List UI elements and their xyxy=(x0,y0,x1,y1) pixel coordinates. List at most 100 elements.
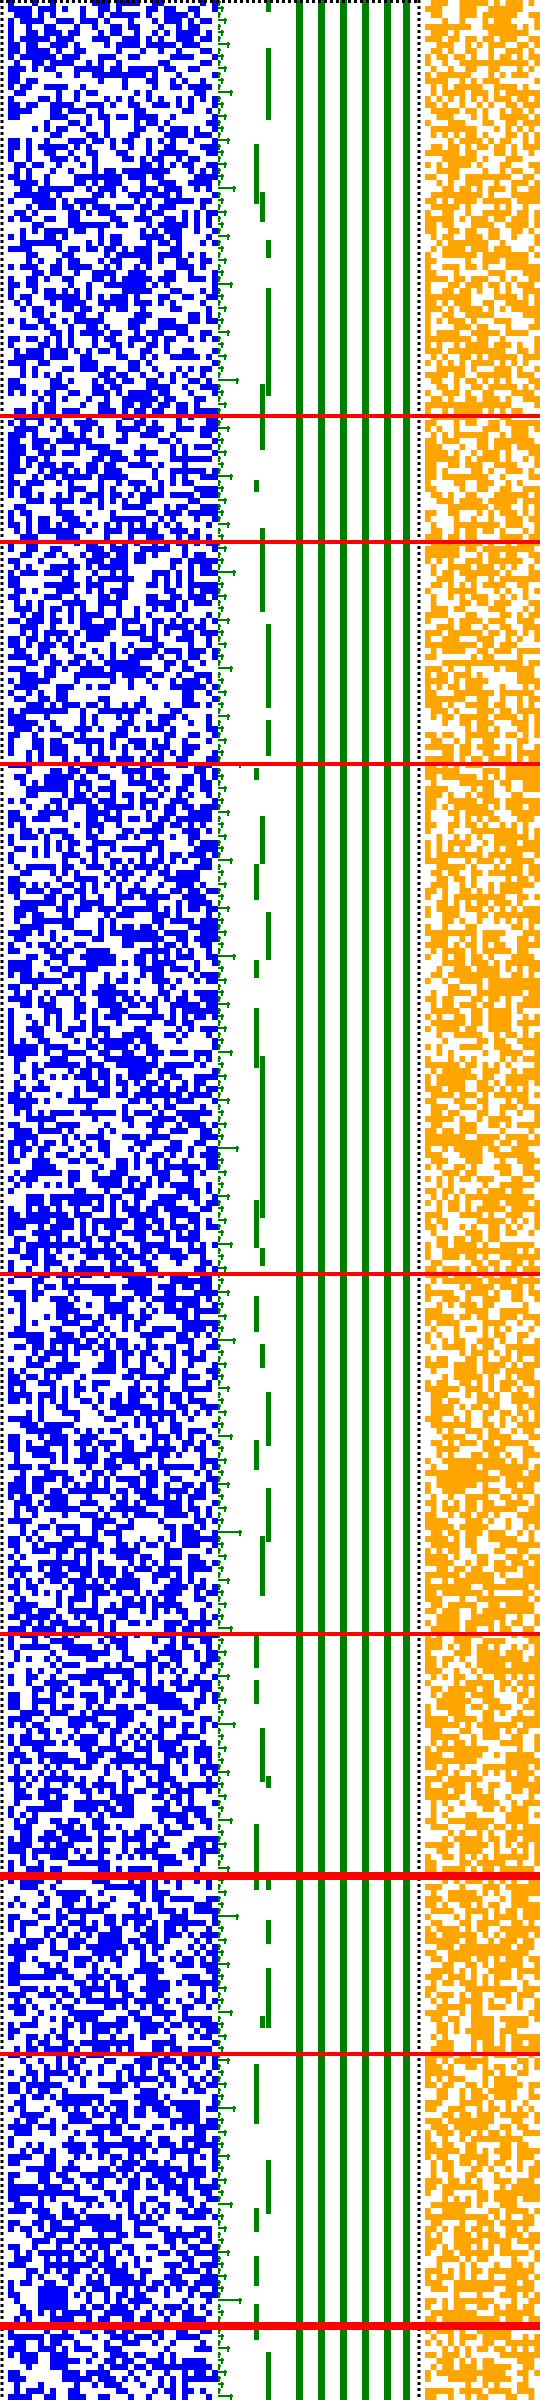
stair-riser xyxy=(218,1056,220,1062)
stair-riser xyxy=(218,156,220,162)
right-grid-row xyxy=(436,384,540,390)
left-grid-row xyxy=(8,1614,218,1620)
stair-riser xyxy=(218,1548,220,1554)
right-grid-row xyxy=(425,852,540,858)
left-grid-row xyxy=(38,2214,218,2220)
stair-riser xyxy=(218,612,220,618)
stair-riser xyxy=(218,1116,220,1122)
stair-riser xyxy=(221,1086,223,1092)
left-grid-row xyxy=(8,42,200,48)
left-grid-row xyxy=(32,2016,212,2022)
right-grid-row xyxy=(425,1554,540,1560)
right-grid-row xyxy=(448,1830,540,1836)
left-grid-row xyxy=(8,1230,200,1236)
stair-riser xyxy=(224,66,226,72)
right-grid-row xyxy=(436,240,540,246)
right-grid-row xyxy=(430,144,540,150)
left-grid-row xyxy=(8,1152,218,1158)
stair-riser xyxy=(221,126,223,132)
stair-riser xyxy=(218,132,220,138)
stair-riser xyxy=(221,2238,223,2244)
right-grid-row xyxy=(425,792,523,798)
bar-segment xyxy=(254,1296,259,1332)
right-grid-row xyxy=(430,84,529,90)
right-grid-row xyxy=(436,1770,535,1776)
left-grid-row xyxy=(8,2142,218,2148)
left-grid-row xyxy=(8,24,200,30)
stair-step xyxy=(218,1795,227,1797)
left-grid-row xyxy=(8,1902,212,1908)
left-grid-row xyxy=(8,78,206,84)
left-grid-row xyxy=(26,1194,218,1200)
stair-step xyxy=(218,715,230,717)
right-grid-row xyxy=(430,1812,540,1818)
stair-riser xyxy=(218,2184,220,2190)
left-grid-row xyxy=(8,36,212,42)
stair-riser xyxy=(221,678,223,684)
left-grid-row xyxy=(8,1008,218,1014)
left-grid-row xyxy=(14,606,188,612)
right-grid-row xyxy=(425,666,535,672)
right-grid-row xyxy=(430,1344,540,1350)
right-grid-row xyxy=(425,294,540,300)
stair-riser xyxy=(230,2010,232,2016)
stair-riser xyxy=(218,2388,220,2394)
right-grid-row xyxy=(425,1572,540,1578)
bar-segment xyxy=(266,96,271,120)
right-grid-row xyxy=(430,0,535,6)
left-grid-row xyxy=(8,1734,200,1740)
stair-riser xyxy=(218,2004,220,2010)
left-grid-row xyxy=(14,1056,212,1062)
left-grid-row xyxy=(14,1560,218,1566)
left-grid-row xyxy=(8,1926,212,1932)
stair-step xyxy=(218,1531,242,1533)
right-grid-row xyxy=(425,534,540,540)
stair-riser xyxy=(218,1932,220,1938)
right-grid-row xyxy=(425,216,540,222)
bar-segment xyxy=(266,0,271,12)
stair-riser xyxy=(224,834,226,840)
left-grid-row xyxy=(8,2226,212,2232)
right-grid-row xyxy=(425,1290,540,1296)
right-grid-row xyxy=(425,2184,540,2190)
left-grid-row xyxy=(8,72,218,78)
stair-riser xyxy=(218,588,220,594)
right-grid-row xyxy=(430,1980,529,1986)
bar-segment xyxy=(254,144,259,204)
right-grid-row xyxy=(430,2310,535,2316)
right-grid-row xyxy=(425,438,535,444)
stair-step xyxy=(218,2131,227,2133)
right-grid-row xyxy=(425,1362,540,1368)
stair-riser xyxy=(218,396,220,402)
right-grid-row xyxy=(425,888,523,894)
right-grid-row xyxy=(430,870,540,876)
left-grid-row xyxy=(8,1446,206,1452)
right-grid-row xyxy=(425,1140,540,1146)
stair-riser xyxy=(221,1422,223,1428)
right-grid-row xyxy=(425,2214,535,2220)
stair-riser xyxy=(218,1680,220,1686)
stair-riser xyxy=(227,1194,229,1200)
stair-riser xyxy=(218,1188,220,1194)
right-grid-row xyxy=(425,1578,540,1584)
stair-riser xyxy=(221,30,223,36)
left-grid-row xyxy=(38,1890,170,1896)
stair-riser xyxy=(224,1650,226,1656)
right-grid-row xyxy=(430,1404,540,1410)
right-grid-row xyxy=(430,1368,535,1374)
right-grid-row xyxy=(425,1668,540,1674)
stair-riser xyxy=(224,1362,226,1368)
right-grid-row xyxy=(436,2088,535,2094)
right-grid-row xyxy=(425,1758,540,1764)
left-grid-row xyxy=(14,936,218,942)
right-grid-row xyxy=(425,2208,540,2214)
stair-riser xyxy=(221,6,223,12)
stair-riser xyxy=(224,1506,226,1512)
stair-step xyxy=(218,1627,233,1629)
left-grid-row xyxy=(14,2298,212,2304)
right-grid-row xyxy=(425,1164,535,1170)
right-grid-row xyxy=(436,1452,540,1458)
left-grid-row xyxy=(8,144,218,150)
stair-riser xyxy=(218,1596,220,1602)
left-grid-row xyxy=(32,1686,212,1692)
